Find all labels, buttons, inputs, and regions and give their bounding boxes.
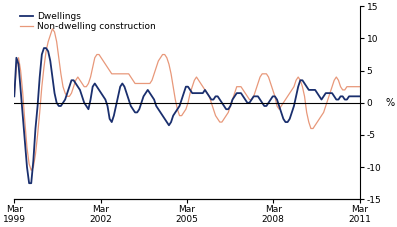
Y-axis label: %: %: [385, 98, 394, 108]
Legend: Dwellings, Non-dwelling construction: Dwellings, Non-dwelling construction: [19, 11, 156, 32]
